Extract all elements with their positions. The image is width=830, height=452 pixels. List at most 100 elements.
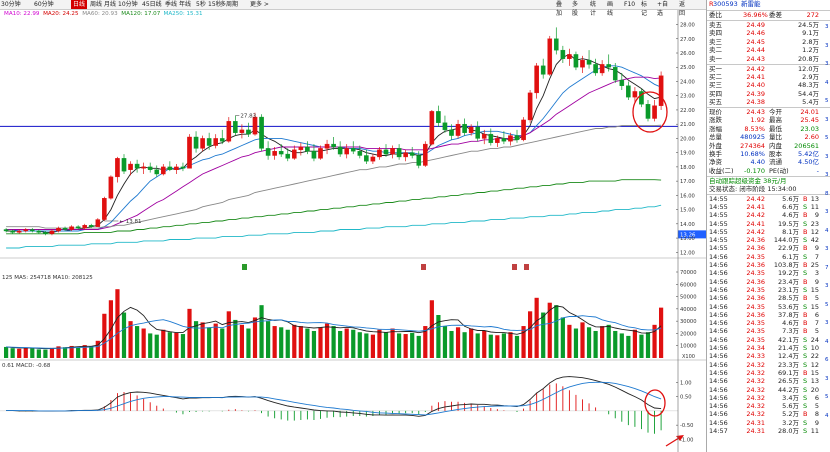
tick-row-3-cell: 24.41 bbox=[746, 219, 765, 228]
tick-row-8-cell: 24.36 bbox=[746, 261, 765, 269]
candle-body bbox=[377, 149, 382, 158]
side-tick-1: 3 bbox=[825, 42, 829, 49]
bid-row-2-cell: 买三 bbox=[709, 81, 722, 90]
candle-body bbox=[82, 225, 87, 229]
volume-bar bbox=[56, 346, 61, 358]
candle-body bbox=[252, 116, 258, 135]
ma-legend-4: MA250: 15.31 bbox=[164, 11, 203, 17]
chart-canvas: 28.00 27.00 26.00 25.00 24.00 23.00 22.00 21.00… bbox=[0, 10, 706, 452]
candle-body bbox=[567, 54, 572, 59]
tick-row-13-cell: 24.35 bbox=[746, 302, 765, 311]
volume-bar bbox=[193, 321, 199, 358]
tick-row-12-cell: 24.36 bbox=[746, 294, 765, 303]
tab-6[interactable]: 45日线 bbox=[142, 1, 162, 8]
candle-body bbox=[193, 136, 199, 149]
tick-row-22-cell: 13 bbox=[810, 377, 819, 386]
tick-row-19: 14:56 24.33 12.4万 S 22 bbox=[707, 352, 830, 361]
tick-row-0-cell: 14:55 bbox=[709, 194, 728, 203]
event-marker-3 bbox=[524, 264, 529, 270]
volume-bar bbox=[449, 330, 454, 358]
tick-row-20-cell: S bbox=[803, 360, 808, 369]
stat-row-3-cell: 480925 bbox=[740, 133, 765, 142]
ma-legend-1: MA20: 24.25 bbox=[43, 11, 79, 17]
toolbar-item-3[interactable]: 画线 bbox=[607, 1, 614, 17]
candle-body bbox=[128, 163, 133, 170]
ask-row-4-cell: 24.43 bbox=[746, 54, 765, 63]
tab-9[interactable]: 5秒 bbox=[196, 1, 206, 8]
tick-row-7-cell: 6.1万 bbox=[782, 252, 799, 261]
tick-row-28-cell: 24.31 bbox=[746, 427, 765, 435]
candle-body bbox=[599, 64, 605, 74]
candle-body bbox=[259, 116, 264, 149]
tab-11[interactable]: 多周期 bbox=[220, 1, 239, 8]
tab-10[interactable]: 15秒 bbox=[208, 1, 222, 8]
volume-bar bbox=[252, 317, 258, 358]
stat-row-6: 净资 4.40 流通 4.50亿 bbox=[707, 158, 830, 167]
volume-bar bbox=[161, 329, 166, 358]
stat-row-3-cell: 2.60 bbox=[804, 133, 819, 142]
tab-12[interactable]: 更多 > bbox=[250, 1, 269, 8]
tab-4[interactable]: 月线 bbox=[104, 1, 117, 8]
tick-row-2: 14:55 24.42 4.6万 B 9 bbox=[707, 211, 830, 220]
stat-row-7-cell: 收益(二) bbox=[709, 166, 734, 175]
tick-row-5: 14:55 24.36 144.0万 S 42 bbox=[707, 236, 830, 245]
stat-row-1-cell: 1.92 bbox=[750, 116, 765, 125]
toolbar-item-7[interactable]: 返回 bbox=[679, 1, 686, 17]
tick-row-26-cell: B bbox=[803, 410, 808, 419]
stat-row-0-cell: 24.43 bbox=[746, 108, 765, 116]
side-tick-7: 3 bbox=[825, 153, 829, 160]
tick-row-20-cell: 14:56 bbox=[709, 360, 728, 369]
toolbar-item-0[interactable]: 叠加 bbox=[556, 1, 563, 17]
tick-row-5-cell: 24.36 bbox=[746, 236, 765, 245]
candle-body bbox=[508, 135, 513, 142]
candle-body bbox=[547, 38, 553, 75]
tick-row-2-cell: 4.6万 bbox=[782, 211, 799, 220]
weibi-row-cell: 36.96% bbox=[743, 11, 768, 19]
ask-row-3-cell: 1.2万 bbox=[802, 46, 819, 55]
price-tick-label: 22.00 bbox=[680, 108, 695, 114]
volume-bar bbox=[475, 333, 480, 358]
tick-row-14: 14:56 24.36 37.8万 B 6 bbox=[707, 311, 830, 320]
volume-bar bbox=[148, 333, 153, 358]
volume-bar bbox=[128, 321, 133, 358]
tick-row-11-cell: 24.35 bbox=[746, 285, 765, 294]
candle-body bbox=[108, 176, 114, 199]
macd-highlight-circle bbox=[644, 389, 666, 417]
price-tick-label: 20.00 bbox=[680, 136, 695, 142]
tab-2[interactable]: 日线 bbox=[71, 0, 88, 9]
candle-body bbox=[30, 229, 35, 232]
tick-row-27-cell: 24.31 bbox=[746, 418, 765, 427]
bid-row-0-cell: 12.0万 bbox=[798, 64, 819, 73]
tick-row-15-cell: B bbox=[803, 319, 808, 328]
tick-row-12-cell: B bbox=[803, 294, 808, 303]
toolbar-item-6[interactable]: +自选 bbox=[657, 1, 669, 17]
candle-body bbox=[488, 133, 494, 143]
tab-8[interactable]: 年线 bbox=[179, 1, 192, 8]
candle-body bbox=[586, 59, 592, 65]
price-tick-label: 17.00 bbox=[680, 179, 695, 185]
tab-0[interactable]: 30分钟 bbox=[1, 1, 21, 8]
volume-bar bbox=[600, 326, 605, 358]
tab-5[interactable]: 10分钟 bbox=[118, 1, 138, 8]
candle-body bbox=[468, 126, 474, 133]
toolbar-item-1[interactable]: 多股 bbox=[572, 1, 579, 17]
ask-row-4-cell: 20.8万 bbox=[798, 54, 819, 63]
event-marker-1 bbox=[421, 264, 426, 270]
tick-row-6-cell: 22.9万 bbox=[778, 244, 799, 253]
tick-row-25-cell: 14:56 bbox=[709, 402, 728, 411]
tick-row-4-cell: 12 bbox=[810, 227, 819, 236]
tick-row-16-cell: 7.3万 bbox=[782, 327, 799, 336]
tab-3[interactable]: 周线 bbox=[90, 1, 103, 8]
ask-row-0: 卖五 24.49 24.5万 bbox=[707, 21, 830, 30]
tick-row-21-cell: 14:56 bbox=[709, 368, 728, 377]
tick-row-19-cell: 14:56 bbox=[709, 352, 728, 361]
candle-body bbox=[462, 123, 467, 133]
volume-bar bbox=[580, 322, 585, 358]
candle-body bbox=[495, 138, 500, 143]
tab-7[interactable]: 季线 bbox=[165, 1, 178, 8]
toolbar-item-2[interactable]: 统计 bbox=[590, 1, 597, 17]
volume-bar bbox=[351, 329, 356, 358]
tab-1[interactable]: 60分钟 bbox=[34, 1, 54, 8]
toolbar-item-4[interactable]: F10 bbox=[624, 1, 636, 8]
toolbar-item-5[interactable]: 标记 bbox=[641, 1, 648, 17]
